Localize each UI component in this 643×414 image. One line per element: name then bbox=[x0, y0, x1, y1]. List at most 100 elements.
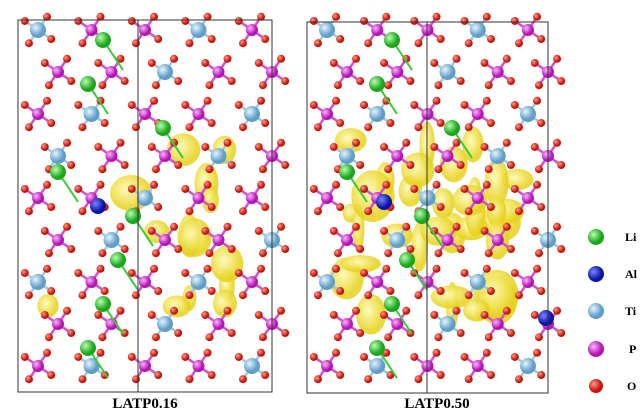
atom-o bbox=[433, 97, 441, 105]
atom-o bbox=[537, 203, 545, 211]
atom-o bbox=[553, 55, 561, 63]
atom-o bbox=[430, 311, 438, 319]
atom-o bbox=[41, 143, 49, 151]
atom-o bbox=[511, 101, 519, 109]
atom-o bbox=[45, 249, 53, 257]
atom-o bbox=[132, 123, 140, 131]
atom-o bbox=[481, 227, 489, 235]
atom-o bbox=[97, 181, 105, 189]
atom-o bbox=[239, 123, 247, 131]
atom-o bbox=[185, 123, 193, 131]
atom-o bbox=[261, 287, 269, 295]
atom-o bbox=[481, 59, 489, 67]
atom-o bbox=[67, 329, 75, 337]
atom-o bbox=[483, 97, 491, 105]
atom-o bbox=[430, 143, 438, 151]
atom-o bbox=[128, 17, 136, 25]
atom-o bbox=[380, 143, 388, 151]
atom-o bbox=[259, 165, 267, 173]
atom-o bbox=[224, 139, 232, 147]
atom-ti bbox=[319, 274, 335, 290]
atom-o bbox=[128, 101, 136, 109]
atom-o bbox=[330, 311, 338, 319]
atom-o bbox=[352, 223, 360, 231]
atom-o bbox=[461, 17, 469, 25]
atom-o bbox=[224, 223, 232, 231]
atom-o bbox=[148, 311, 156, 319]
atom-o bbox=[314, 291, 322, 299]
atom-o bbox=[235, 269, 243, 277]
atom-o bbox=[485, 81, 493, 89]
atom-o bbox=[74, 101, 82, 109]
atom-ti bbox=[389, 232, 405, 248]
atom-o bbox=[537, 119, 545, 127]
atom-o bbox=[25, 291, 33, 299]
atom-o bbox=[261, 119, 269, 127]
atom-o bbox=[78, 207, 86, 215]
atom-o bbox=[208, 371, 216, 379]
atom-o bbox=[437, 35, 445, 43]
atom-o bbox=[434, 165, 442, 173]
atom-o bbox=[208, 287, 216, 295]
atom-o bbox=[239, 291, 247, 299]
atom-o bbox=[148, 227, 156, 235]
atom-o bbox=[487, 203, 495, 211]
atom-o bbox=[330, 143, 338, 151]
atom-o bbox=[531, 59, 539, 67]
atom-li bbox=[384, 32, 400, 48]
atom-o bbox=[94, 227, 102, 235]
atom-o bbox=[481, 311, 489, 319]
atom-o bbox=[334, 333, 342, 341]
atom-li bbox=[399, 252, 415, 268]
atom-o bbox=[150, 265, 158, 273]
atom-ti bbox=[211, 148, 227, 164]
legend-swatch bbox=[589, 379, 603, 393]
atom-o bbox=[503, 307, 511, 315]
atom-o bbox=[45, 81, 53, 89]
atom-o bbox=[78, 291, 86, 299]
atom-o bbox=[154, 371, 162, 379]
atom-o bbox=[533, 349, 541, 357]
atom-o bbox=[515, 375, 523, 383]
atom-o bbox=[205, 81, 213, 89]
atom-o bbox=[154, 35, 162, 43]
atom-o bbox=[535, 165, 543, 173]
atom-o bbox=[332, 265, 340, 273]
atom-o bbox=[535, 249, 543, 257]
atom-p bbox=[52, 318, 64, 330]
atom-p bbox=[193, 360, 205, 372]
atom-p bbox=[391, 66, 403, 78]
atom-p bbox=[341, 318, 353, 330]
atom-o bbox=[465, 291, 473, 299]
atom-p bbox=[139, 108, 151, 120]
atom-o bbox=[174, 245, 182, 253]
atom-o bbox=[47, 203, 55, 211]
atom-o bbox=[259, 333, 267, 341]
atom-o bbox=[314, 123, 322, 131]
atom-o bbox=[507, 329, 515, 337]
isosurface bbox=[340, 255, 381, 272]
atom-p bbox=[213, 234, 225, 246]
atom-o bbox=[148, 143, 156, 151]
atom-o bbox=[515, 123, 523, 131]
atom-p bbox=[341, 234, 353, 246]
atom-o bbox=[281, 245, 289, 253]
atom-o bbox=[386, 287, 394, 295]
atom-o bbox=[41, 59, 49, 67]
atom-o bbox=[465, 39, 473, 47]
atom-o bbox=[533, 265, 541, 273]
atom-o bbox=[531, 143, 539, 151]
atom-o bbox=[228, 161, 236, 169]
atom-o bbox=[255, 311, 263, 319]
atom-o bbox=[239, 207, 247, 215]
atom-o bbox=[310, 101, 318, 109]
atom-o bbox=[310, 269, 318, 277]
atom-o bbox=[511, 269, 519, 277]
atom-o bbox=[78, 375, 86, 383]
atom-o bbox=[356, 77, 364, 85]
atom-o bbox=[239, 39, 247, 47]
atom-o bbox=[410, 17, 418, 25]
atom-o bbox=[330, 227, 338, 235]
atom-p bbox=[32, 360, 44, 372]
legend-label: O bbox=[627, 379, 636, 393]
